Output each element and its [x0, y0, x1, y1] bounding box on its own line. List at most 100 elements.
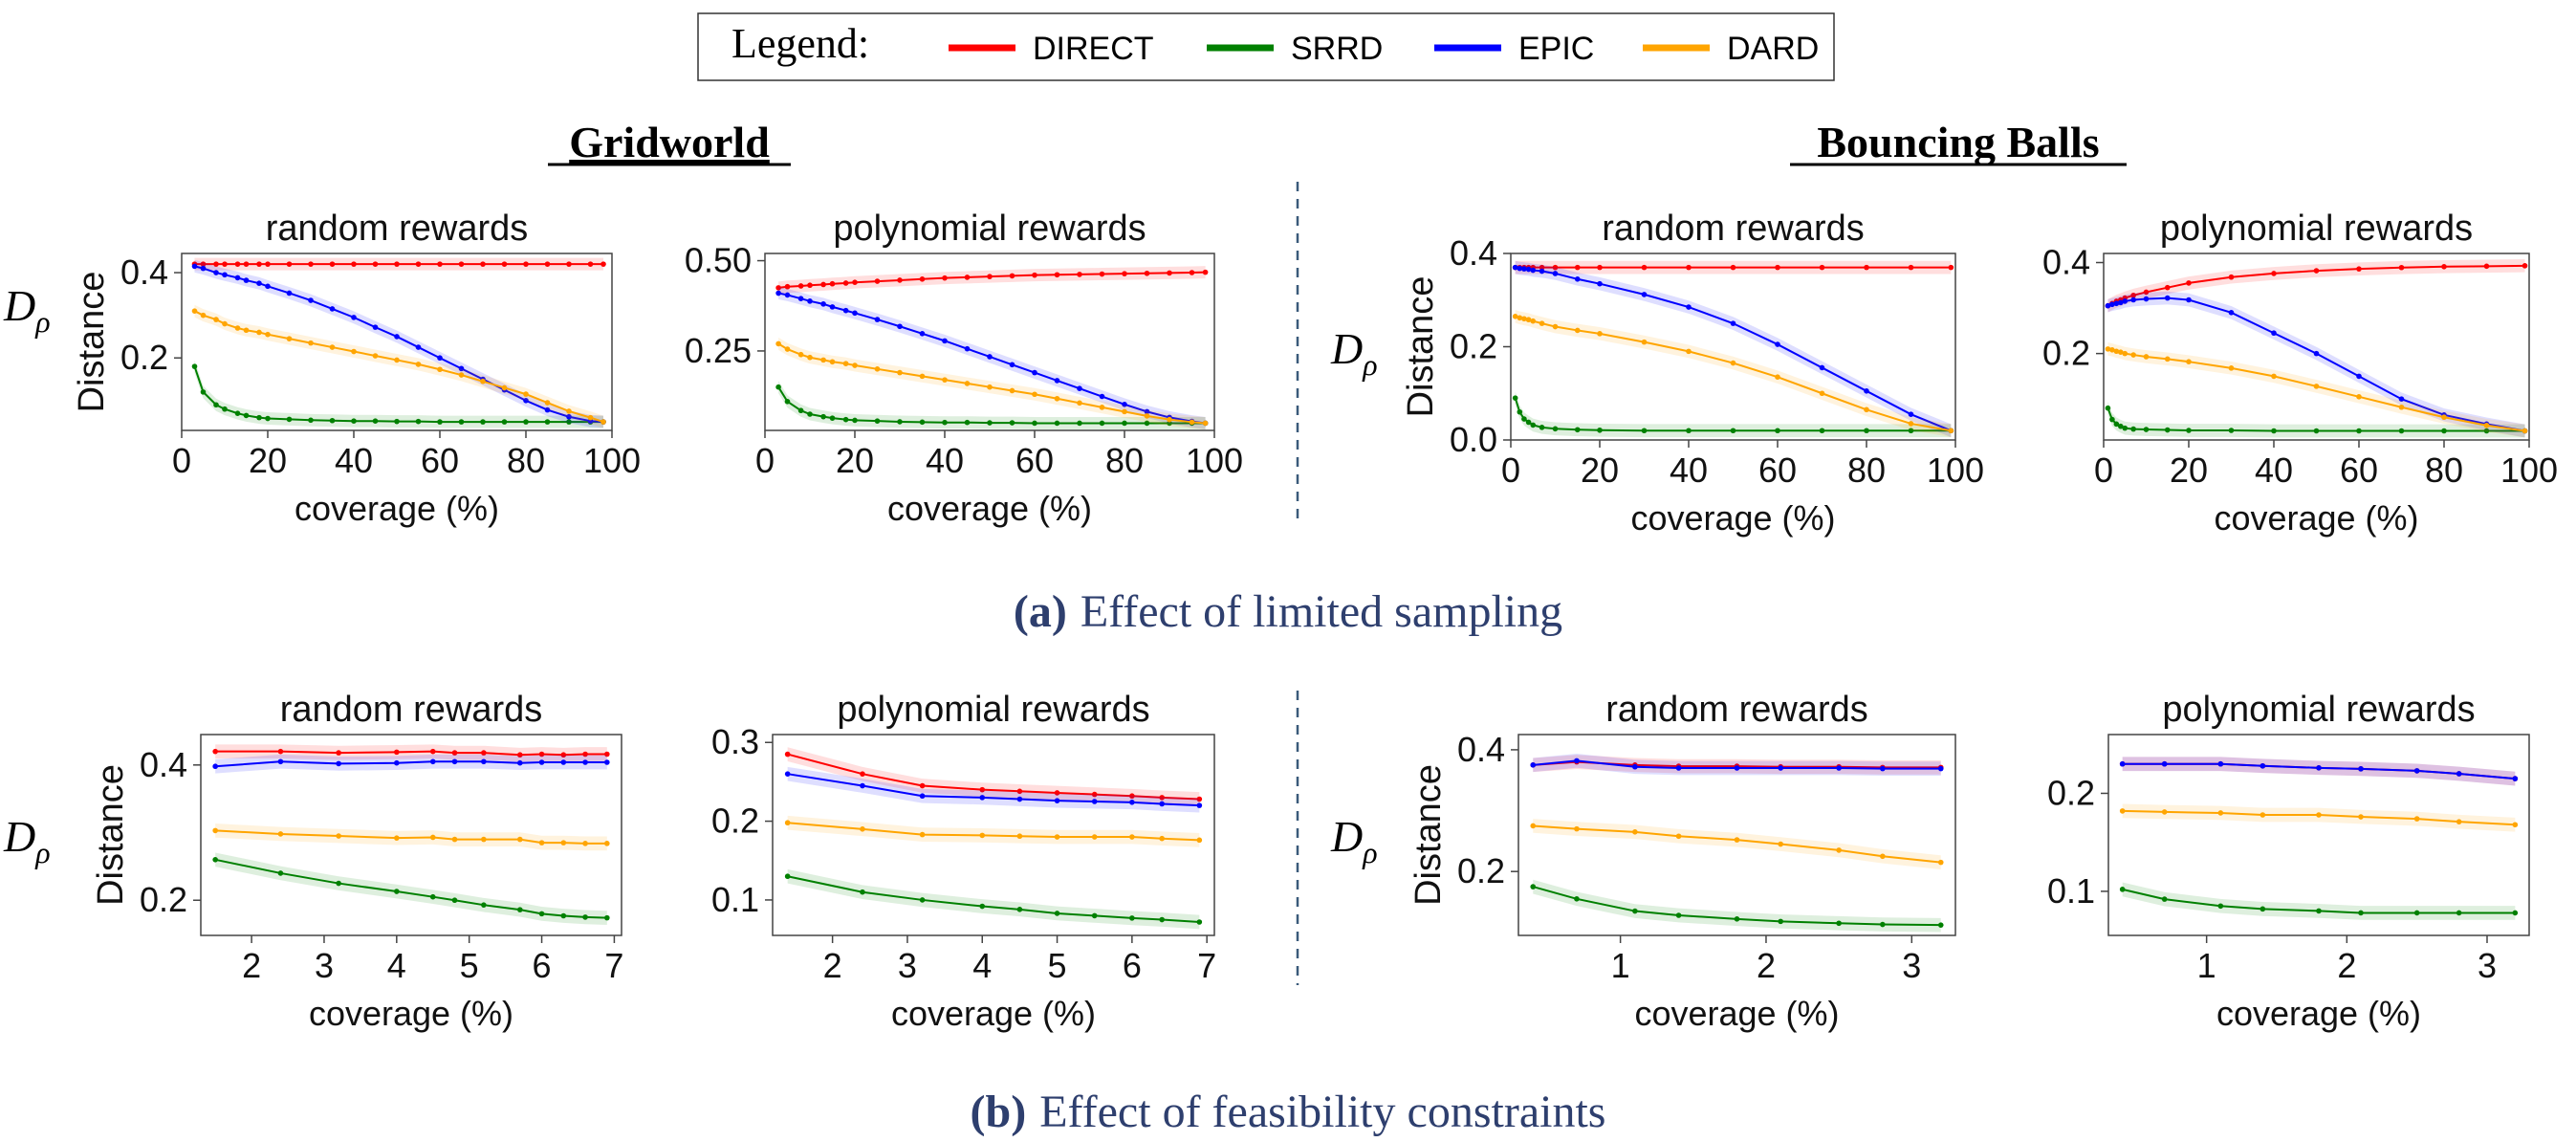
data-point-dard: [2358, 814, 2364, 820]
data-point-direct: [2356, 266, 2362, 272]
data-point-epic: [797, 296, 804, 301]
data-point-srrd: [265, 415, 271, 422]
data-point-srrd: [458, 419, 465, 425]
data-point-srrd: [286, 416, 293, 423]
data-point-dard: [1091, 834, 1098, 840]
data-point-srrd: [582, 914, 588, 920]
data-point-dard: [1574, 327, 1581, 334]
data-point-epic: [842, 307, 849, 314]
data-point-direct: [600, 261, 606, 267]
data-point-srrd: [2358, 910, 2364, 916]
data-point-direct: [286, 261, 293, 267]
data-point-dard: [286, 336, 293, 341]
data-point-srrd: [987, 420, 993, 426]
x-axis-label: coverage (%): [2216, 994, 2421, 1033]
data-point-direct: [1819, 264, 1825, 271]
data-point-direct: [2483, 263, 2490, 270]
data-point-direct: [437, 261, 443, 267]
data-point-epic: [2398, 396, 2405, 402]
data-point-srrd: [481, 902, 487, 908]
data-point-epic: [212, 763, 218, 770]
data-point-dard: [1521, 316, 1527, 322]
data-point-dard: [256, 329, 262, 336]
d-rho-symbol: D: [1330, 324, 1363, 373]
data-point-direct: [2398, 264, 2405, 271]
data-point-srrd: [351, 418, 357, 424]
data-point-direct: [1099, 271, 1105, 277]
legend-label-dard: DARD: [1727, 31, 1819, 67]
data-point-epic: [265, 283, 271, 290]
data-point-epic: [2143, 296, 2150, 302]
data-point-direct: [222, 261, 228, 267]
data-point-epic: [286, 290, 293, 296]
data-point-dard: [2316, 812, 2322, 818]
data-point-srrd: [2130, 426, 2136, 432]
x-tick-label: 100: [2500, 450, 2558, 490]
x-tick-label: 3: [1902, 946, 1921, 985]
data-point-dard: [394, 357, 400, 363]
data-point-direct: [480, 261, 486, 267]
data-point-epic: [1530, 762, 1537, 768]
data-point-srrd: [2105, 405, 2111, 411]
data-point-direct: [336, 750, 341, 756]
data-point-dard: [458, 372, 465, 378]
data-point-dard: [2259, 812, 2266, 818]
d-rho-symbol: D: [1330, 812, 1363, 861]
x-tick-label: 2: [823, 946, 842, 985]
data-point-dard: [1525, 317, 1532, 323]
data-point-epic: [1880, 765, 1886, 772]
series-line-dard: [787, 822, 1200, 842]
data-point-srrd: [256, 414, 262, 421]
data-point-srrd: [1144, 420, 1150, 427]
data-point-dard: [2186, 359, 2192, 364]
data-point-dard: [1054, 395, 1060, 402]
data-point-epic: [2109, 301, 2115, 308]
data-point-srrd: [2413, 910, 2420, 916]
y-tick-label: 0.2: [140, 880, 187, 919]
data-point-direct: [1202, 269, 1209, 275]
data-point-epic: [1632, 763, 1638, 770]
data-point-epic: [1686, 304, 1692, 310]
x-tick-label: 0: [172, 441, 191, 480]
data-point-srrd: [2456, 910, 2462, 916]
data-point-srrd: [437, 419, 443, 425]
data-point-srrd: [2512, 910, 2519, 916]
x-tick-label: 80: [1847, 450, 1886, 490]
data-point-direct: [566, 261, 572, 267]
data-point-direct: [1144, 270, 1150, 276]
data-point-dard: [2122, 350, 2128, 357]
data-point-dard: [1880, 853, 1886, 860]
data-point-dard: [1032, 391, 1037, 398]
data-point-direct: [1539, 264, 1545, 271]
data-point-epic: [2186, 296, 2192, 303]
data-point-dard: [964, 381, 971, 386]
data-point-srrd: [2186, 428, 2192, 433]
data-point-srrd: [1778, 918, 1783, 925]
data-point-direct: [604, 751, 610, 758]
data-point-dard: [213, 317, 219, 322]
data-point-dard: [2356, 394, 2362, 400]
data-point-epic: [429, 758, 436, 765]
data-point-direct: [797, 283, 804, 289]
data-point-direct: [1552, 264, 1559, 271]
data-point-srrd: [1686, 428, 1692, 434]
x-tick-label: 20: [2170, 450, 2208, 490]
confidence-band-epic: [2107, 291, 2525, 438]
data-point-dard: [775, 340, 781, 347]
data-point-dard: [2119, 808, 2126, 814]
data-point-dard: [1734, 837, 1740, 843]
data-point-dard: [212, 827, 218, 834]
data-point-dard: [481, 836, 487, 843]
data-point-epic: [437, 355, 443, 362]
data-point-epic: [942, 338, 948, 344]
data-point-srrd: [501, 419, 508, 425]
x-tick-label: 40: [2255, 450, 2293, 490]
x-tick-label: 20: [249, 441, 287, 480]
plot-area: [2103, 253, 2530, 441]
data-point-epic: [964, 345, 971, 352]
data-point-dard: [501, 384, 508, 391]
data-point-epic: [820, 301, 826, 307]
data-point-srrd: [222, 406, 228, 412]
x-tick-label: 3: [898, 946, 917, 985]
x-tick-label: 0: [1501, 450, 1520, 490]
